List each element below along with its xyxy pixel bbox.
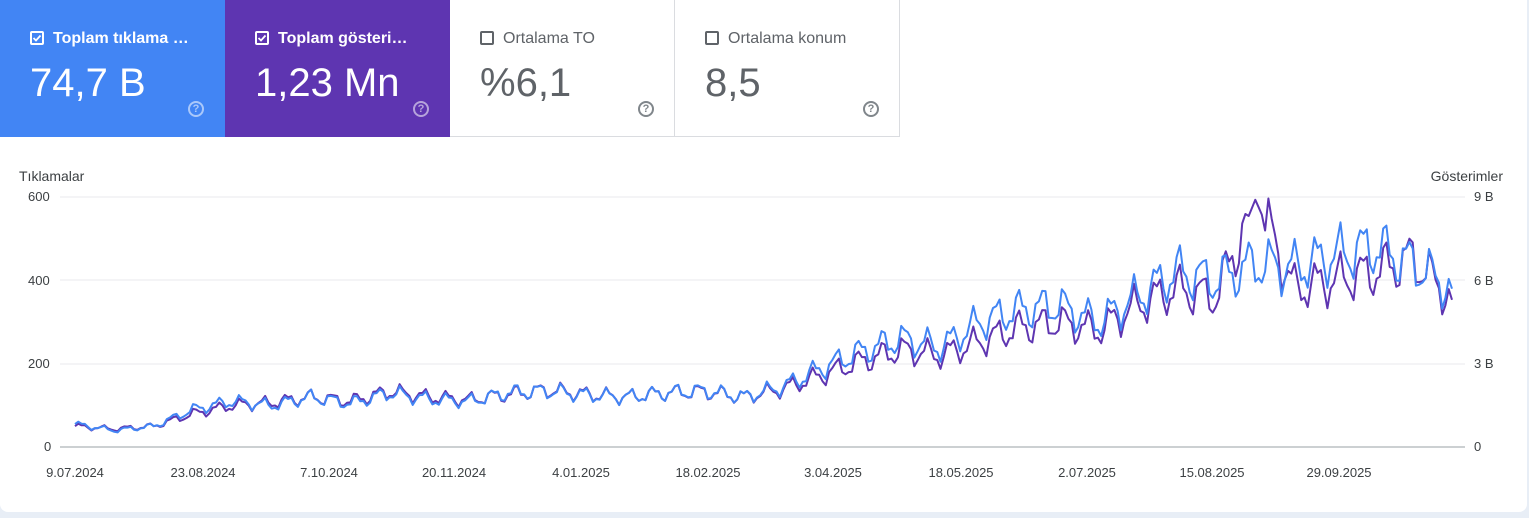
left-tick-label: 600 bbox=[28, 189, 50, 204]
total-impressions-card[interactable]: Toplam gösterim … 1,23 Mn ? bbox=[225, 0, 450, 137]
help-circle-icon[interactable]: ? bbox=[863, 101, 879, 117]
help-circle-icon[interactable]: ? bbox=[413, 101, 429, 117]
left-tick-label: 400 bbox=[28, 273, 50, 288]
clicks-series-line bbox=[74, 221, 1453, 434]
x-tick-label: 29.09.2025 bbox=[1306, 465, 1372, 480]
x-tick-label: 15.08.2025 bbox=[1179, 465, 1245, 480]
right-tick-label: 6 B bbox=[1474, 273, 1494, 288]
average-ctr-checkbox[interactable] bbox=[480, 31, 494, 45]
x-tick-label: 18.02.2025 bbox=[675, 465, 741, 480]
left-tick-label: 200 bbox=[28, 356, 50, 371]
x-tick-label: 2.07.2025 bbox=[1058, 465, 1116, 480]
average-position-value: 8,5 bbox=[705, 61, 761, 105]
average-ctr-value: %6,1 bbox=[480, 61, 572, 105]
right-tick-label: 9 B bbox=[1474, 189, 1494, 204]
total-clicks-value: 74,7 B bbox=[30, 61, 146, 105]
metric-cards: Toplam tıklama s… 74,7 B ? Toplam göster… bbox=[0, 0, 900, 137]
total-impressions-checkbox[interactable] bbox=[255, 31, 269, 45]
total-clicks-card[interactable]: Toplam tıklama s… 74,7 B ? bbox=[0, 0, 225, 137]
average-position-card[interactable]: Ortalama konum 8,5 ? bbox=[675, 0, 900, 137]
x-tick-label: 4.01.2025 bbox=[552, 465, 610, 480]
impressions-series-line bbox=[74, 197, 1453, 433]
help-circle-icon[interactable]: ? bbox=[188, 101, 204, 117]
x-tick-label: 18.05.2025 bbox=[928, 465, 994, 480]
average-ctr-card[interactable]: Ortalama TO %6,1 ? bbox=[450, 0, 675, 137]
right-tick-label: 3 B bbox=[1474, 356, 1494, 371]
average-position-checkbox[interactable] bbox=[705, 31, 719, 45]
x-tick-label: 7.10.2024 bbox=[300, 465, 358, 480]
x-tick-label: 3.04.2025 bbox=[804, 465, 862, 480]
x-tick-label: 9.07.2024 bbox=[46, 465, 104, 480]
left-axis-title: Tıklamalar bbox=[19, 168, 85, 184]
total-clicks-checkbox[interactable] bbox=[30, 31, 44, 45]
total-impressions-value: 1,23 Mn bbox=[255, 61, 400, 105]
right-axis-title: Gösterimler bbox=[1430, 168, 1503, 184]
right-tick-label: 0 bbox=[1474, 439, 1482, 454]
help-circle-icon[interactable]: ? bbox=[638, 101, 654, 117]
left-tick-label: 0 bbox=[44, 439, 52, 454]
x-tick-label: 20.11.2024 bbox=[421, 465, 487, 480]
x-tick-label: 23.08.2024 bbox=[170, 465, 236, 480]
